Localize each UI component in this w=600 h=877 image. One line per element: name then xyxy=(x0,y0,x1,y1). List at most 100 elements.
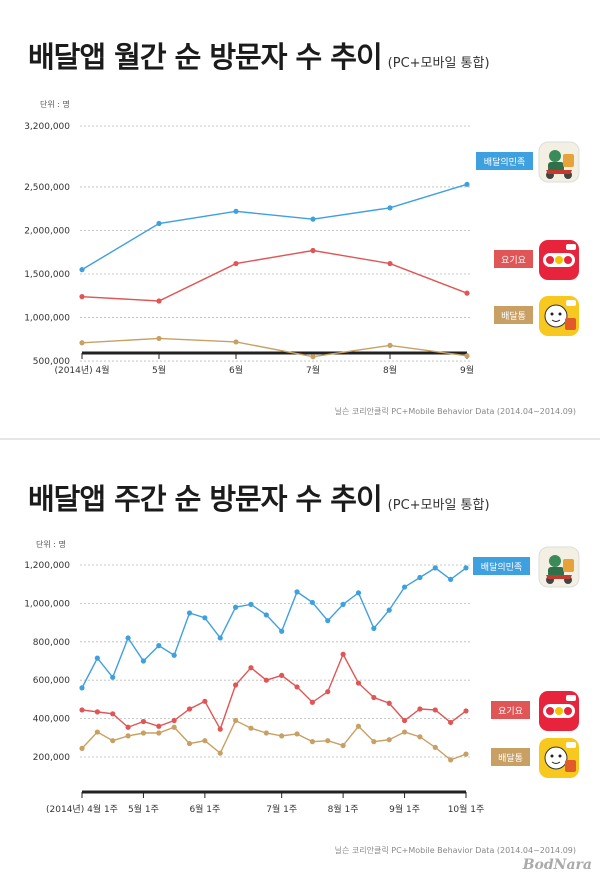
data-point xyxy=(156,643,162,649)
data-point xyxy=(401,729,408,735)
helmet-shape xyxy=(549,555,561,567)
data-point xyxy=(464,353,470,359)
data-point xyxy=(386,737,392,743)
weekly-chart-panel: 배달앱 주간 순 방문자 수 추이 (PC+모바일 통합) 단위 : 명 1,200… xyxy=(0,440,600,877)
data-point xyxy=(463,708,469,714)
data-point xyxy=(432,744,438,750)
data-point xyxy=(401,717,408,724)
source-note: 닐슨 코리안클릭 PC+Mobile Behavior Data (2014.0… xyxy=(334,407,576,416)
character-mouth xyxy=(551,319,561,322)
legend-swatch xyxy=(476,152,533,170)
data-point xyxy=(79,294,85,300)
series-line-1 xyxy=(81,249,468,302)
data-point xyxy=(233,339,239,345)
data-point xyxy=(140,730,147,736)
data-point xyxy=(140,718,147,725)
data-point xyxy=(340,742,346,749)
data-point xyxy=(340,601,346,607)
data-point xyxy=(387,342,393,348)
x-tick-label: 7월 xyxy=(306,364,320,376)
logo-dot xyxy=(546,256,554,264)
legend-label: 요기요 xyxy=(501,255,526,266)
rider-body xyxy=(548,567,564,577)
data-point xyxy=(79,685,85,691)
data-point xyxy=(110,711,116,717)
data-point xyxy=(310,247,316,254)
x-tick-label: 7월 1주 xyxy=(266,803,297,815)
y-tick-label: 200,000 xyxy=(33,753,70,763)
rider-body xyxy=(548,162,564,172)
baedaltong-app-icon xyxy=(539,296,579,336)
y-tick-label: 1,200,000 xyxy=(24,561,70,571)
badge-shape xyxy=(566,300,576,306)
yogiyo-app-icon xyxy=(539,691,579,731)
chart-subtitle: (PC+모바일 통합) xyxy=(387,56,490,71)
delivery-box xyxy=(565,760,576,772)
character-mouth xyxy=(551,761,561,764)
data-point xyxy=(217,635,223,641)
data-point xyxy=(294,589,300,595)
legend-swatch xyxy=(473,557,530,575)
data-point xyxy=(202,615,208,621)
character-eye xyxy=(550,754,554,758)
data-point xyxy=(325,618,331,624)
data-point xyxy=(309,699,315,705)
y-tick-label: 1,000,000 xyxy=(24,599,70,609)
x-tick-label: (2014년) 4월 xyxy=(54,364,109,376)
legend-swatch xyxy=(494,306,533,324)
y-tick-label: 800,000 xyxy=(33,638,70,648)
chart-title-text: 배달앱 주간 순 방문자 수 추이 xyxy=(28,482,383,516)
data-point xyxy=(294,731,300,737)
logo-dot xyxy=(546,707,554,715)
x-tick-label: 6월 1주 xyxy=(189,803,220,815)
baemin-app-icon xyxy=(538,141,580,183)
data-point xyxy=(309,739,315,745)
data-point xyxy=(248,665,254,671)
badge-shape xyxy=(566,244,576,250)
character-eye xyxy=(550,312,554,316)
unit-label: 단위 : 명 xyxy=(40,99,70,109)
series-line-0 xyxy=(81,567,467,689)
monthly-line-chart: 단위 : 명 3,200,000 2,500,000 2,000,000 1,500,0… xyxy=(24,99,580,376)
chart-title-text: 배달앱 월간 순 방문자 수 추이 xyxy=(28,40,383,74)
delivery-box xyxy=(563,559,574,572)
legend-label: 배달의민족 xyxy=(484,156,525,168)
data-point xyxy=(448,757,454,763)
badge-shape xyxy=(566,695,576,701)
data-point xyxy=(371,739,377,745)
data-point xyxy=(202,738,208,744)
data-point xyxy=(263,612,269,618)
helmet-shape xyxy=(549,150,561,162)
data-point xyxy=(94,709,100,715)
data-point xyxy=(448,719,454,726)
data-point xyxy=(79,267,85,273)
data-point xyxy=(417,706,423,712)
data-point xyxy=(110,738,116,744)
data-point xyxy=(464,181,470,187)
monthly-chart-panel: 배달앱 월간 순 방문자 수 추이 (PC+모바일 통합) 단위 : 명 3,200… xyxy=(0,0,600,438)
data-point xyxy=(325,689,331,695)
data-point xyxy=(233,717,239,724)
character-face xyxy=(544,304,568,328)
character-eye xyxy=(558,312,562,316)
legend-label: 요기요 xyxy=(498,706,523,717)
series-line-1 xyxy=(81,652,467,731)
chart-subtitle: (PC+모바일 통합) xyxy=(387,498,490,513)
data-point xyxy=(202,698,208,704)
data-point xyxy=(294,684,300,690)
data-point xyxy=(309,599,315,606)
data-point xyxy=(387,260,393,267)
data-point xyxy=(79,707,85,713)
y-tick-label: 1,500,000 xyxy=(24,270,70,280)
series-line-0 xyxy=(81,183,468,271)
y-tick-label: 500,000 xyxy=(33,357,70,367)
data-point xyxy=(186,706,193,712)
data-point xyxy=(371,625,377,631)
data-point xyxy=(156,723,162,729)
data-point xyxy=(355,723,362,729)
data-point xyxy=(371,694,377,701)
data-point xyxy=(263,677,269,683)
baemin-app-icon xyxy=(538,546,580,588)
x-tick-label: 6월 xyxy=(229,364,243,376)
watermark: BodNara xyxy=(522,857,592,873)
